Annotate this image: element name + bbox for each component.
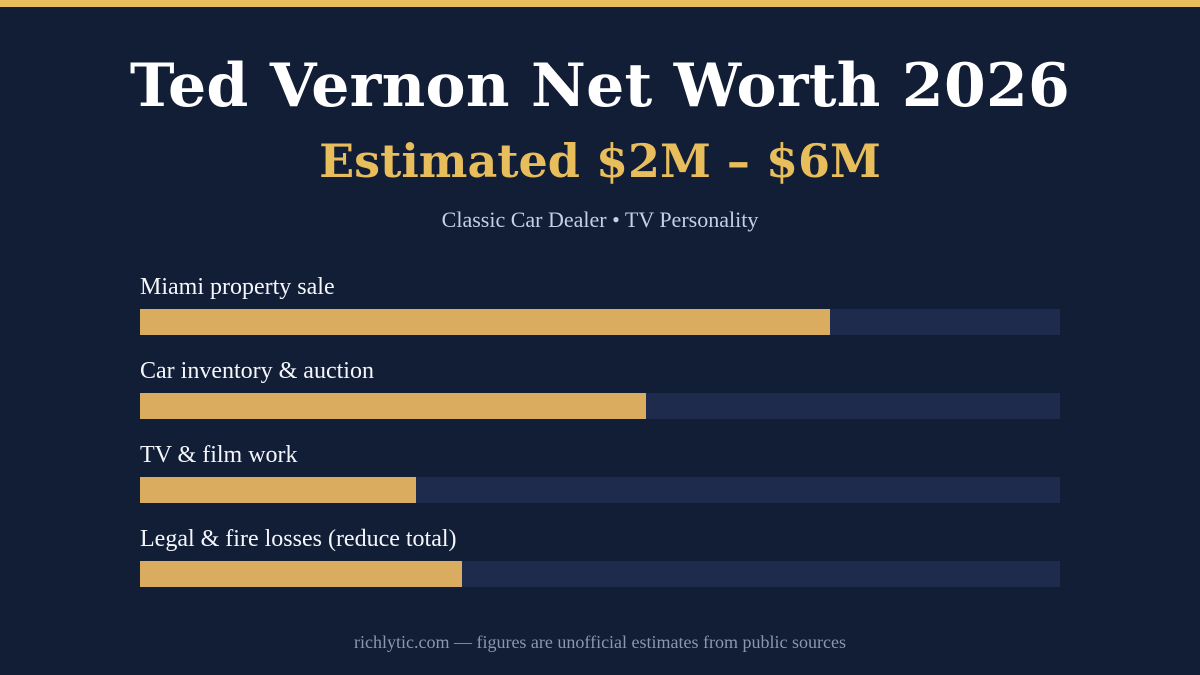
bar-fill <box>140 393 646 419</box>
tagline: Classic Car Dealer • TV Personality <box>441 207 759 232</box>
bar-label: Miami property sale <box>140 274 335 300</box>
bar-label: Legal & fire losses (reduce total) <box>140 526 457 552</box>
bar-fill <box>140 561 462 587</box>
bar-row: TV & film work <box>140 436 1060 520</box>
bar-track <box>140 309 1060 335</box>
footer-source-note: richlytic.com — figures are unofficial e… <box>353 632 846 652</box>
bar-fill <box>140 309 830 335</box>
bar-row: Miami property sale <box>140 268 1060 352</box>
bar-label: TV & film work <box>140 442 298 468</box>
bar-label: Car inventory & auction <box>140 358 374 384</box>
top-accent-stripe <box>0 0 1200 7</box>
bar-track <box>140 393 1060 419</box>
bar-chart: Miami property sale Car inventory & aucti… <box>140 268 1060 604</box>
bar-fill <box>140 477 416 503</box>
bar-row: Car inventory & auction <box>140 352 1060 436</box>
page-title: Ted Vernon Net Worth 2026 <box>129 51 1071 121</box>
bar-track <box>140 561 1060 587</box>
net-worth-estimate: Estimated $2M – $6M <box>319 134 881 188</box>
bar-track <box>140 477 1060 503</box>
bar-row: Legal & fire losses (reduce total) <box>140 520 1060 604</box>
